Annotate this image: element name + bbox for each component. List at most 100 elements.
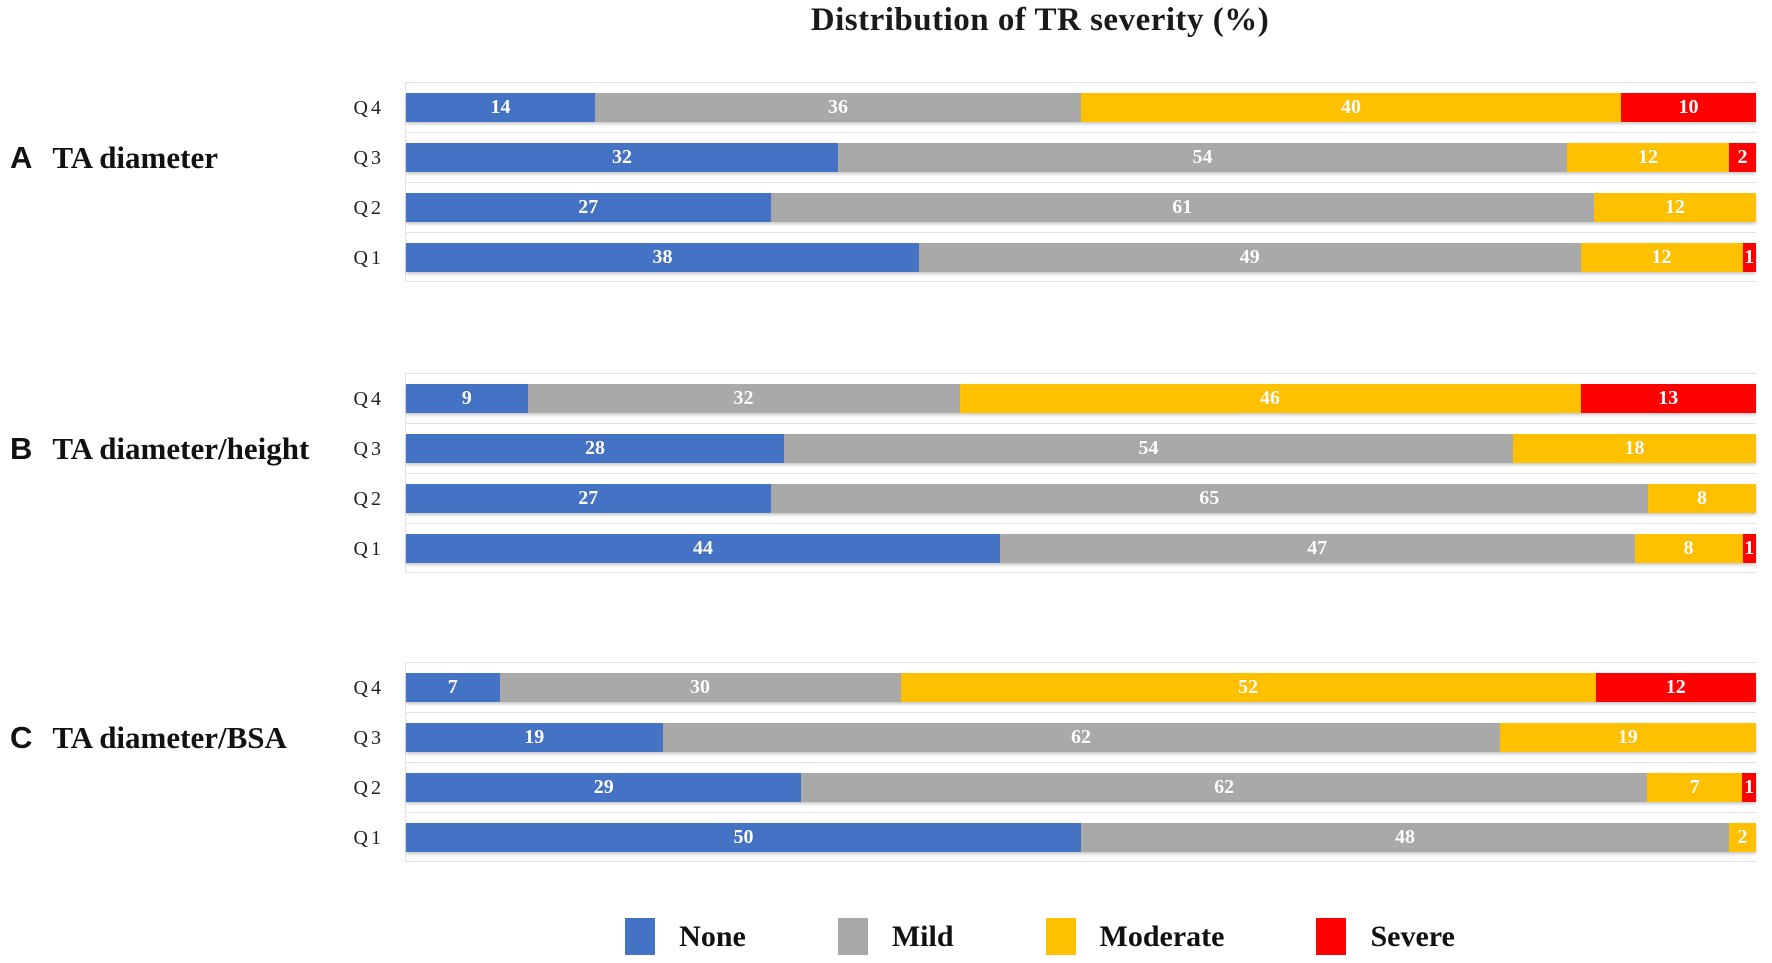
segment-value-label: 40 [1341, 96, 1361, 118]
bar-segment-severe: 13 [1580, 384, 1756, 413]
plot-area-C: Q4 7 30 52 12 Q3 19 62 19 Q2 29 62 7 1 Q1 50 48 2 [354, 662, 1756, 862]
category-label: Q3 [353, 438, 384, 460]
bar-segment-mild: 61 [770, 193, 1594, 222]
bar-segment-mild: 54 [838, 143, 1567, 172]
bar-segment-none: 32 [406, 143, 838, 172]
category-label: Q3 [353, 147, 384, 169]
stacked-bar: 27 65 8 [406, 484, 1756, 513]
bar-segment-severe: 1 [1742, 243, 1756, 272]
bar-row-A-Q1: Q1 38 49 12 1 [354, 232, 1756, 282]
plot-area-A: Q4 14 36 40 10 Q3 32 54 12 2 Q2 27 61 12 Q1 38 49 12 1 [354, 82, 1756, 282]
segment-value-label: 36 [828, 96, 848, 118]
bar-segment-none: 28 [406, 434, 784, 463]
bar-row-C-Q2: Q2 29 62 7 1 [354, 762, 1756, 812]
bar-segment-moderate: 2 [1729, 823, 1756, 852]
segment-value-label: 7 [447, 676, 458, 698]
stacked-bar: 28 54 18 [406, 434, 1756, 463]
segment-value-label: 62 [1214, 776, 1235, 798]
legend-item-moderate: Moderate [1045, 918, 1225, 955]
bar-row-A-Q2: Q2 27 61 12 [354, 182, 1756, 232]
panel-title: TA diameter/BSA [52, 720, 287, 755]
bar-segment-mild: 48 [1081, 823, 1729, 852]
segment-value-label: 19 [1617, 726, 1638, 748]
panel-title: TA diameter [52, 140, 218, 175]
bar-segment-severe: 12 [1595, 673, 1756, 702]
segment-value-label: 48 [1395, 826, 1415, 848]
segment-value-label: 7 [1689, 776, 1700, 798]
stacked-bar: 38 49 12 1 [406, 243, 1756, 272]
bar-segment-mild: 62 [801, 773, 1647, 802]
bar-segment-mild: 36 [595, 93, 1081, 122]
bar-segment-none: 44 [406, 534, 1000, 563]
segment-value-label: 8 [1683, 537, 1694, 559]
segment-value-label: 44 [693, 537, 713, 559]
panel-C: C TA diameter/BSA Q4 7 30 52 12 Q3 19 62 19 Q2 29 62 7… [0, 662, 1772, 862]
bar-row-C-Q1: Q1 50 48 2 [354, 812, 1756, 862]
panel-letter: C [10, 720, 33, 755]
segment-value-label: 9 [461, 387, 472, 409]
plot-area-B: Q4 9 32 46 13 Q3 28 54 18 Q2 27 65 8 Q1 44 47 8 1 [354, 373, 1756, 573]
segment-value-label: 32 [612, 146, 632, 168]
segment-value-label: 19 [524, 726, 545, 748]
panel-letter: A [10, 140, 33, 175]
bar-row-B-Q2: Q2 27 65 8 [354, 473, 1756, 523]
segment-value-label: 8 [1697, 487, 1707, 509]
bar-segment-none: 19 [406, 723, 663, 752]
bar-segment-mild: 47 [1000, 534, 1635, 563]
bar-segment-none: 29 [406, 773, 802, 802]
bar-segment-mild: 30 [499, 673, 901, 702]
category-label: Q1 [353, 827, 384, 849]
legend-swatch-moderate [1045, 918, 1076, 955]
bar-segment-moderate: 52 [900, 673, 1596, 702]
panel-label-C: C TA diameter/BSA [10, 720, 287, 756]
segment-value-label: 54 [1138, 437, 1159, 459]
category-label: Q2 [353, 488, 384, 510]
category-label: Q1 [353, 247, 384, 269]
segment-value-label: 65 [1199, 487, 1220, 509]
bar-segment-moderate: 18 [1513, 434, 1756, 463]
bar-row-A-Q4: Q4 14 36 40 10 [354, 82, 1756, 132]
segment-value-label: 38 [652, 246, 673, 268]
panel-B: B TA diameter/height Q4 9 32 46 13 Q3 28 54 18 Q2 27… [0, 373, 1772, 573]
bar-row-B-Q4: Q4 9 32 46 13 [354, 373, 1756, 423]
stacked-bar: 9 32 46 13 [406, 384, 1756, 413]
segment-value-label: 1 [1744, 776, 1755, 798]
legend-swatch-none [625, 918, 656, 955]
segment-value-label: 12 [1638, 146, 1658, 168]
segment-value-label: 2 [1737, 826, 1748, 848]
stacked-bar: 19 62 19 [406, 723, 1756, 752]
bar-row-C-Q3: Q3 19 62 19 [354, 712, 1756, 762]
bar-segment-moderate: 12 [1594, 193, 1756, 222]
bar-row-B-Q3: Q3 28 54 18 [354, 423, 1756, 473]
segment-value-label: 52 [1238, 676, 1259, 698]
legend-item-none: None [625, 918, 746, 955]
bar-segment-none: 14 [406, 93, 595, 122]
bar-segment-moderate: 12 [1580, 243, 1743, 272]
stacked-bar: 44 47 8 1 [406, 534, 1756, 563]
segment-value-label: 12 [1665, 196, 1685, 218]
category-label: Q3 [353, 727, 384, 749]
category-label: Q4 [353, 677, 384, 699]
segment-value-label: 54 [1192, 146, 1213, 168]
legend-item-severe: Severe [1316, 918, 1455, 955]
bar-segment-mild: 65 [770, 484, 1648, 513]
bar-segment-moderate: 40 [1081, 93, 1621, 122]
panel-title: TA diameter/height [52, 431, 310, 466]
chart-title: Distribution of TR severity (%) [810, 2, 1270, 38]
segment-value-label: 61 [1172, 196, 1193, 218]
legend-item-mild: Mild [837, 918, 954, 955]
segment-value-label: 50 [733, 826, 754, 848]
stacked-bar: 32 54 12 2 [406, 143, 1756, 172]
bar-row-B-Q1: Q1 44 47 8 1 [354, 523, 1756, 573]
category-label: Q2 [353, 777, 384, 799]
bar-segment-none: 27 [406, 193, 771, 222]
legend-label: None [679, 919, 746, 953]
panel-label-A: A TA diameter [10, 140, 218, 176]
bar-segment-none: 27 [406, 484, 771, 513]
bar-segment-moderate: 8 [1648, 484, 1756, 513]
segment-value-label: 47 [1307, 537, 1328, 559]
segment-value-label: 32 [733, 387, 754, 409]
bar-segment-mild: 62 [662, 723, 1500, 752]
legend-swatch-severe [1316, 918, 1347, 955]
legend-label: Moderate [1099, 919, 1225, 953]
